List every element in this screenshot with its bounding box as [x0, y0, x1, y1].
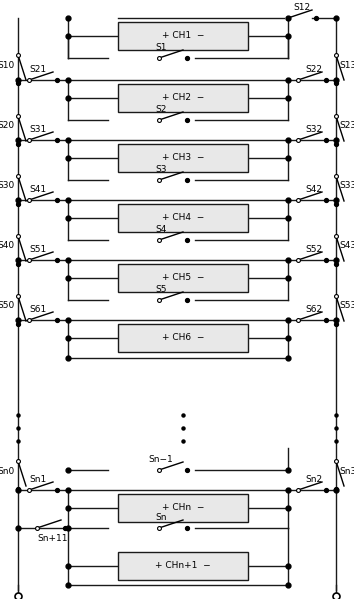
Bar — [118, 204, 248, 232]
Text: S4: S4 — [155, 225, 167, 234]
Bar — [118, 494, 248, 522]
Text: + CH4  −: + CH4 − — [162, 213, 204, 222]
Bar — [118, 324, 248, 352]
Text: Sn0: Sn0 — [0, 467, 15, 476]
Text: S32: S32 — [306, 125, 322, 134]
Text: S2: S2 — [155, 105, 167, 114]
Text: S5: S5 — [155, 285, 167, 294]
Text: S61: S61 — [29, 305, 47, 314]
Text: + CHn+1  −: + CHn+1 − — [155, 561, 211, 570]
Text: Sn: Sn — [155, 513, 167, 522]
Text: S53: S53 — [339, 301, 354, 310]
Text: + CH2  −: + CH2 − — [162, 93, 204, 102]
Text: S13: S13 — [339, 60, 354, 69]
Bar — [118, 144, 248, 172]
Text: S12: S12 — [293, 3, 310, 12]
Text: S21: S21 — [29, 65, 47, 74]
Bar — [118, 264, 248, 292]
Text: Sn2: Sn2 — [306, 475, 322, 484]
Text: S40: S40 — [0, 241, 15, 250]
Text: S33: S33 — [339, 181, 354, 190]
Text: S43: S43 — [339, 241, 354, 250]
Text: S10: S10 — [0, 60, 15, 69]
Text: S20: S20 — [0, 122, 15, 131]
Bar — [118, 22, 248, 50]
Text: S42: S42 — [306, 185, 322, 194]
Text: S22: S22 — [306, 65, 322, 74]
Text: Sn3: Sn3 — [339, 467, 354, 476]
Text: Sn−1: Sn−1 — [149, 455, 173, 464]
Text: + CH3  −: + CH3 − — [162, 153, 204, 162]
Text: S23: S23 — [339, 122, 354, 131]
Text: S52: S52 — [306, 245, 322, 254]
Text: + CH5  −: + CH5 − — [162, 274, 204, 283]
Text: + CH1  −: + CH1 − — [162, 32, 204, 41]
Text: Sn1: Sn1 — [29, 475, 47, 484]
Text: Sn+11: Sn+11 — [38, 534, 68, 543]
Text: S62: S62 — [306, 305, 322, 314]
Text: + CH6  −: + CH6 − — [162, 334, 204, 343]
Bar — [118, 84, 248, 112]
Text: S50: S50 — [0, 301, 15, 310]
Text: S3: S3 — [155, 165, 167, 174]
Text: S41: S41 — [29, 185, 47, 194]
Text: S30: S30 — [0, 181, 15, 190]
Text: S31: S31 — [29, 125, 47, 134]
Bar — [118, 552, 248, 580]
Text: S51: S51 — [29, 245, 47, 254]
Text: S1: S1 — [155, 43, 167, 52]
Text: + CHn  −: + CHn − — [162, 504, 204, 513]
